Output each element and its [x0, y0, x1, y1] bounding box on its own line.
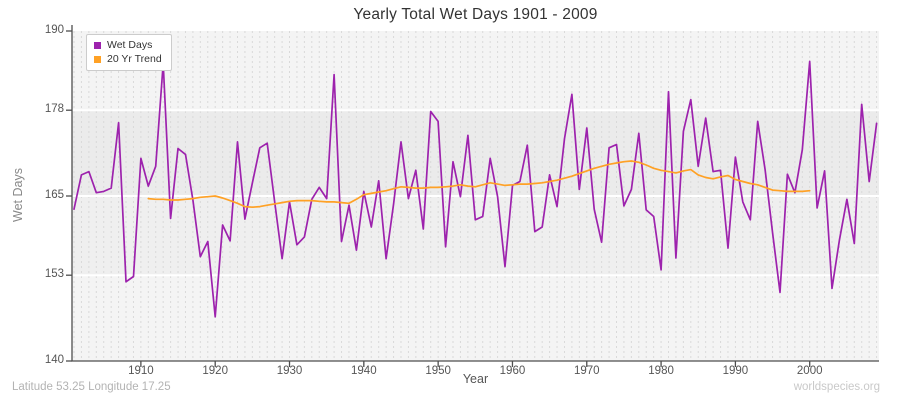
legend-label-wet-days: Wet Days: [107, 39, 153, 51]
chart-title: Yearly Total Wet Days 1901 - 2009: [353, 6, 598, 23]
x-tick-label: 1990: [722, 365, 749, 377]
y-tick-label: 153: [44, 268, 64, 281]
plot-band: [72, 275, 879, 361]
x-tick-label: 1930: [276, 365, 303, 377]
legend-item-wet-days: Wet Days: [94, 40, 162, 51]
latitude-longitude-caption: Latitude 53.25 Longitude 17.25: [12, 381, 171, 393]
x-tick-label: 1910: [128, 365, 154, 377]
trend-swatch: [94, 56, 101, 63]
y-tick-label: 140: [44, 354, 64, 366]
legend: Wet Days 20 Yr Trend: [86, 34, 172, 71]
wet-days-swatch: [94, 42, 101, 49]
y-tick-label: 165: [44, 189, 64, 201]
x-tick-label: 1980: [648, 365, 674, 377]
x-tick-label: 1960: [499, 365, 526, 377]
y-tick-label: 178: [44, 103, 64, 116]
legend-item-20yr-trend: 20 Yr Trend: [94, 54, 162, 65]
x-axis-title: Year: [462, 372, 489, 386]
wet-days-line: [73, 60, 878, 318]
x-tick-label: 1970: [573, 365, 600, 377]
y-tick-label: 190: [44, 24, 64, 36]
y-axis-title: Wet Days: [11, 168, 25, 222]
x-tick-label: 2000: [796, 365, 823, 377]
x-tick-label: 1940: [351, 365, 377, 377]
trend-line: [147, 160, 811, 209]
x-tick-label: 1950: [425, 365, 451, 377]
site-watermark: worldspecies.org: [793, 381, 880, 393]
legend-label-20yr-trend: 20 Yr Trend: [107, 53, 162, 65]
x-tick-label: 1920: [202, 365, 228, 377]
